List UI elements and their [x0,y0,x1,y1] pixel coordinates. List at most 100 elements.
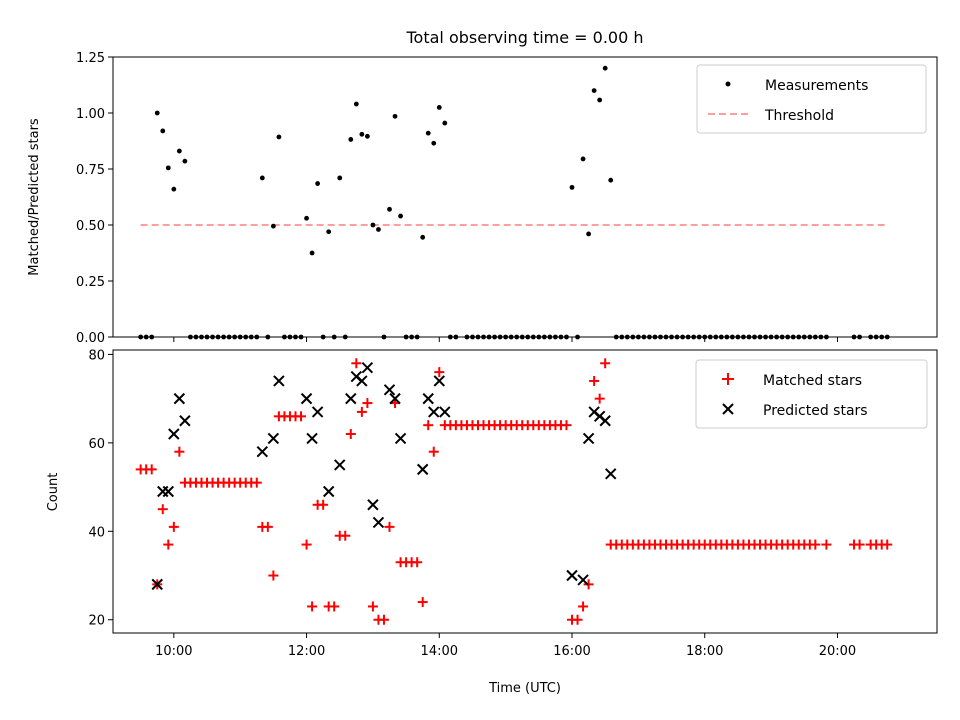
measurement-point [503,334,509,340]
measurement-point [282,334,287,340]
measurement-point [790,334,796,340]
measurement-point [796,334,802,340]
measurement-point [165,165,171,171]
bottom-legend: Matched stars Predicted stars [695,359,928,429]
measurement-point [160,128,166,134]
predicted-point [416,463,429,476]
predicted-point [433,375,445,387]
matched-point [301,539,312,550]
matched-point [428,446,439,457]
matched-point [423,420,434,431]
measurement-point [309,250,315,256]
matched-point [821,539,832,550]
measurement-point [553,334,558,340]
bottom-y-tick-label: 60 [88,437,105,452]
measurement-point [669,334,674,340]
measurement-point [342,334,348,340]
measurement-point [364,133,370,139]
matched-point [810,539,821,550]
measurement-point [884,334,890,340]
top-y-tick-label: 0.50 [76,219,105,234]
matched-point [378,614,389,625]
predicted-point [389,392,401,405]
measurement-point [663,334,669,340]
top-y-tick-label: 1.25 [76,51,105,66]
measurement-point [420,234,426,240]
top-y-tick-label: 0.25 [76,275,105,290]
measurement-point [696,334,702,340]
measurement-point [547,334,553,340]
matched-point [854,539,865,550]
measurement-point [868,334,874,340]
matched-point [600,358,611,369]
measurement-point [647,334,652,340]
measurement-point [376,227,381,232]
measurement-point [541,334,547,340]
bottom-y-tick-label: 80 [88,348,105,363]
measurement-point [464,334,470,340]
measurement-point [823,334,829,340]
predicted-point [306,432,318,445]
top-y-tick-label: 0.00 [76,331,105,346]
measurement-point [757,334,763,340]
measurement-point [359,131,365,137]
measurement-point [276,134,282,140]
measurement-point [287,334,293,340]
measurement-point [320,334,326,340]
bottom-x-tick-label: 20:00 [819,644,856,659]
measurement-point [768,334,774,340]
predicted-point [345,392,357,405]
measurement-point [265,334,271,340]
measurement-point [154,110,160,116]
measurement-point [735,334,741,340]
measurement-point [171,186,177,192]
matched-point [412,557,423,568]
measurement-point [442,120,448,126]
x-axis-label: Time (UTC) [488,681,561,696]
bottom-x-tick-label: 16:00 [553,644,590,659]
measurement-point [431,140,437,146]
predicted-point [582,432,595,445]
measurement-point [436,105,442,110]
measurement-point [630,334,636,340]
measurement-point [613,334,619,340]
measurement-point [812,334,818,340]
measurement-point [149,334,155,340]
predicted-point [599,415,611,427]
measurement-point [779,334,785,340]
measurement-point [199,334,204,340]
chart-title: Total observing time = 0.00 h [405,28,643,47]
measurement-point [685,334,691,340]
legend-measurements-marker [725,81,731,87]
measurement-point [447,334,453,340]
measurement-point [337,175,343,181]
predicted-point [267,432,280,445]
predicted-point [179,415,191,427]
predicted-point [356,375,368,387]
measurement-point [624,334,630,340]
measurement-point [652,334,658,340]
measurement-point [680,334,686,340]
measurement-point [508,334,514,340]
bottom-x-tick-label: 14:00 [421,644,458,659]
matched-point [561,420,572,431]
measurement-point [785,334,791,340]
bottom-y-axis-label: Count [46,473,61,512]
measurement-point [237,334,243,340]
matched-point [417,597,428,608]
predicted-point [439,406,451,418]
predicted-point [300,392,313,405]
predicted-point [311,406,324,418]
matched-point [589,375,600,386]
measurement-point [193,334,199,340]
measurement-point [525,334,531,340]
measurement-point [851,334,857,340]
measurement-point [210,334,215,340]
top-y-tick-label: 1.00 [76,107,105,122]
measurement-point [774,334,780,340]
predicted-point [168,428,180,440]
measurement-point [481,334,486,340]
top-y-ticks: 0.00 0.25 0.50 0.75 1.00 1.25 [76,51,113,346]
measurement-point [763,334,768,340]
